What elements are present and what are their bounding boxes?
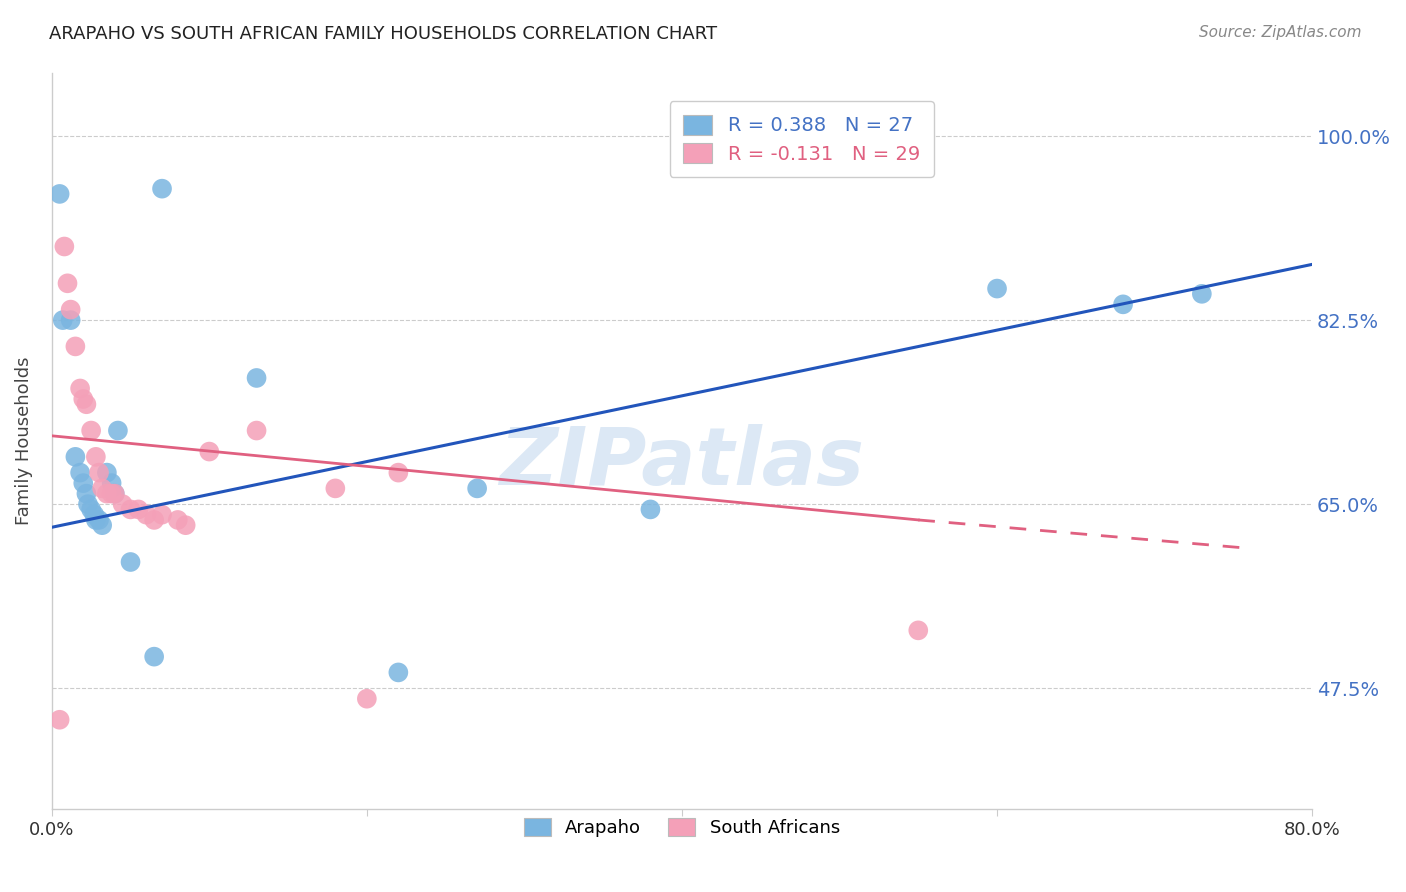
Point [84,450,107,464]
Point [75,486,97,500]
Point [387,466,409,480]
Point [100,486,122,500]
Point [65,339,87,353]
Point [150,182,173,196]
Point [77,497,100,511]
Point [80,502,103,516]
Point [166,513,188,527]
Point [96,486,118,500]
Point [87,466,110,480]
Point [245,424,267,438]
Point [640,502,662,516]
Text: ARAPAHO VS SOUTH AFRICAN FAMILY HOUSEHOLDS CORRELATION CHART: ARAPAHO VS SOUTH AFRICAN FAMILY HOUSEHOL… [49,25,717,43]
Point [96,466,118,480]
Point [84,513,107,527]
Point [986,282,1008,296]
Point [465,482,488,496]
Y-axis label: Family Households: Family Households [15,357,32,525]
Point [53,239,76,253]
Point [48,186,70,201]
Point [1191,286,1213,301]
Point [120,555,142,569]
Point [48,713,70,727]
Point [174,518,197,533]
Legend: Arapaho, South Africans: Arapaho, South Africans [516,811,848,845]
Point [356,691,378,706]
Point [91,518,114,533]
Point [111,497,134,511]
Point [198,444,221,458]
Point [907,624,929,638]
Point [150,508,173,522]
Point [52,313,75,327]
Point [72,476,94,491]
Point [80,424,103,438]
Point [65,450,87,464]
Point [143,649,166,664]
Point [100,476,122,491]
Point [59,313,82,327]
Point [127,502,149,516]
Point [75,397,97,411]
Point [135,508,157,522]
Point [107,424,129,438]
Point [104,486,127,500]
Point [91,482,114,496]
Text: ZIPatlas: ZIPatlas [499,424,865,502]
Point [69,466,91,480]
Text: Source: ZipAtlas.com: Source: ZipAtlas.com [1198,25,1361,40]
Point [325,482,347,496]
Point [245,371,267,385]
Point [72,392,94,406]
Point [143,513,166,527]
Point [104,486,127,500]
Point [120,502,142,516]
Point [56,277,79,291]
Point [387,665,409,680]
Point [83,508,105,522]
Point [87,513,110,527]
Point [59,302,82,317]
Point [69,382,91,396]
Point [1112,297,1135,311]
